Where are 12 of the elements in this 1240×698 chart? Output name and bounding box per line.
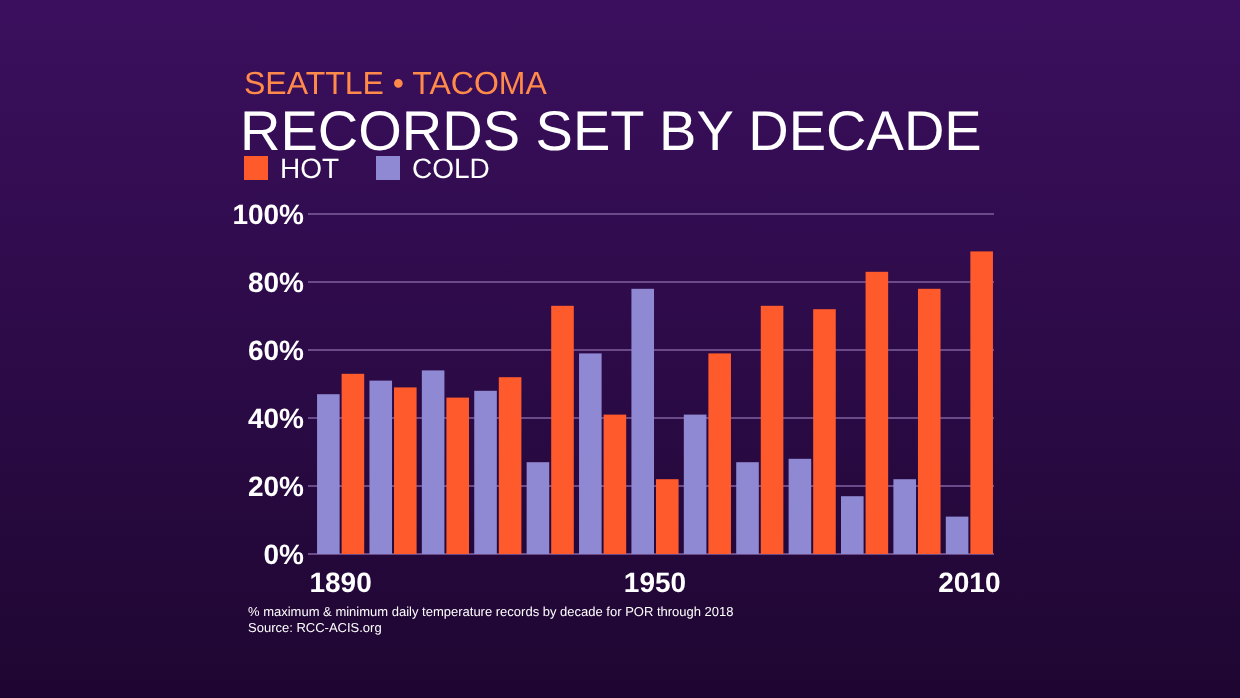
x-tick-label: 1890 [309,566,373,598]
legend-label: COLD [412,152,490,184]
y-tick-label: 60% [247,334,306,366]
x-tick-label: 2010 [938,566,1001,598]
y-tick-label: 40% [247,402,306,434]
chart-subtitle: SEATTLE • TACOMA [244,68,548,102]
legend-label: HOT [280,152,340,184]
x-tick-label: 1950 [623,566,687,598]
y-tick-label: 0% [263,538,306,570]
y-tick-label: 20% [247,470,306,502]
y-tick-label: 100% [232,198,306,230]
y-tick-label: 80% [247,266,306,298]
